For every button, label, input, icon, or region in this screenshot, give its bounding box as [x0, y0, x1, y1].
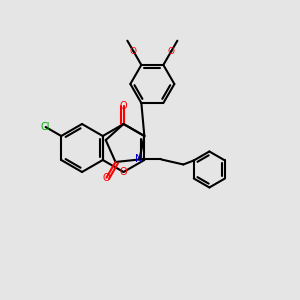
Text: O: O [168, 46, 175, 56]
Text: O: O [120, 101, 128, 111]
Text: N: N [136, 154, 143, 164]
Text: O: O [120, 167, 128, 177]
Text: O: O [103, 172, 110, 183]
Text: Cl: Cl [41, 122, 50, 132]
Text: O: O [130, 46, 137, 56]
